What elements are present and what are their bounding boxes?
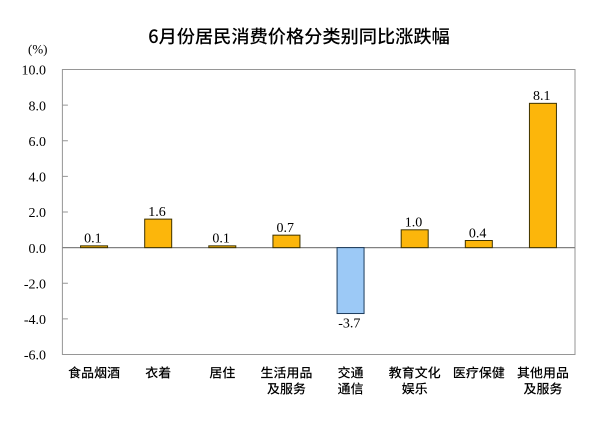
svg-text:0.1: 0.1	[84, 232, 102, 247]
svg-text:2.0: 2.0	[29, 206, 47, 221]
svg-text:6.0: 6.0	[29, 135, 47, 150]
svg-text:-2.0: -2.0	[24, 277, 46, 292]
svg-text:0.0: 0.0	[29, 242, 47, 257]
svg-text:1.0: 1.0	[405, 216, 423, 231]
svg-text:(%): (%)	[28, 42, 48, 57]
svg-text:4.0: 4.0	[29, 171, 47, 186]
svg-text:-6.0: -6.0	[24, 349, 46, 364]
svg-text:-4.0: -4.0	[24, 313, 46, 328]
svg-text:0.1: 0.1	[212, 232, 230, 247]
svg-text:0.7: 0.7	[276, 221, 294, 236]
svg-text:8.1: 8.1	[533, 89, 551, 104]
svg-text:10.0: 10.0	[22, 64, 47, 79]
svg-text:0.4: 0.4	[469, 226, 487, 241]
svg-text:8.0: 8.0	[29, 99, 47, 114]
svg-text:-3.7: -3.7	[338, 316, 360, 331]
svg-text:1.6: 1.6	[148, 205, 166, 220]
